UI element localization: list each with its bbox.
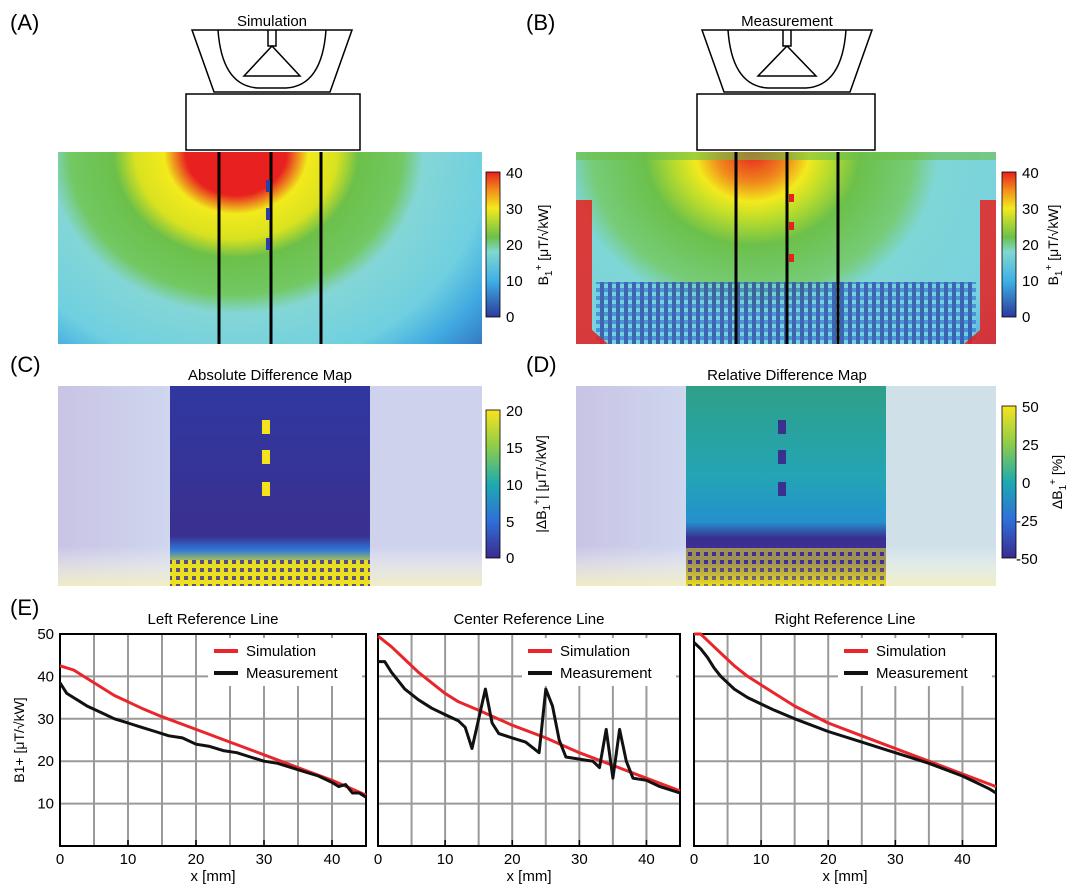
panel-e-letter: (E): [10, 595, 39, 620]
plot-frame: [693, 633, 997, 847]
x-tick-label: 20: [188, 851, 205, 868]
y-tick-label: 50: [37, 626, 54, 643]
legend-box: [208, 638, 362, 686]
panel-d-title: Relative Difference Map: [707, 367, 867, 384]
panel-c-letter: (C): [10, 352, 41, 377]
x-tick-label: 20: [820, 851, 837, 868]
cb-meas-tick: 0: [1022, 309, 1030, 326]
colorbar-abs: 20 15 10 5 0 |ΔB1+| [μT/√kW]: [485, 403, 553, 567]
cb-abs-label: |ΔB1+| [μT/√kW]: [532, 435, 553, 532]
cb-abs-tick: 10: [506, 477, 523, 494]
chart-2: Right Reference Line 0 10 20 30 40 x [mm] Simul…: [690, 611, 997, 885]
legend-label: Measurement: [560, 665, 653, 682]
series-line-measurement: [378, 660, 681, 795]
cb-rel-tick: 0: [1022, 475, 1030, 492]
cb-sim-tick: 10: [506, 273, 523, 290]
cb-rel-tick: -25: [1016, 513, 1038, 530]
legend-box: [522, 638, 676, 686]
chart-title: Right Reference Line: [775, 611, 916, 628]
legend-label: Simulation: [560, 643, 630, 660]
cb-abs-tick: 20: [506, 403, 523, 420]
cb-sim-tick: 20: [506, 237, 523, 254]
colorbar-rel: 50 25 0 -25 -50 ΔB1+ [%]: [1001, 399, 1068, 568]
panel-c-title: Absolute Difference Map: [188, 367, 352, 384]
x-tick-label: 30: [256, 851, 273, 868]
x-tick-label: 30: [571, 851, 588, 868]
x-tick-label: 40: [324, 851, 341, 868]
x-tick-label: 40: [638, 851, 655, 868]
x-axis-label: x [mm]: [191, 868, 236, 885]
x-tick-label: 10: [437, 851, 454, 868]
cb-sim-tick: 30: [506, 201, 523, 218]
y-tick-label: 40: [37, 668, 54, 685]
panel-b-letter: (B): [526, 10, 555, 35]
x-axis-label: x [mm]: [507, 868, 552, 885]
x-tick-label: 10: [753, 851, 770, 868]
cb-abs-tick: 5: [506, 514, 514, 531]
chart-title: Left Reference Line: [148, 611, 279, 628]
series-line-measurement: [692, 641, 997, 795]
cb-rel-tick: 25: [1022, 437, 1039, 454]
cb-meas-tick: 30: [1022, 201, 1039, 218]
antenna-meas: [696, 29, 876, 151]
cb-abs-tick: 0: [506, 550, 514, 567]
rel-diff-map: [576, 386, 996, 586]
series-line-simulation: [59, 664, 367, 797]
y-tick-label: 10: [37, 796, 54, 813]
cb-meas-tick: 20: [1022, 237, 1039, 254]
cb-meas-tick: 40: [1022, 165, 1039, 182]
cb-meas-label: B1+ [μT/√kW]: [1044, 205, 1065, 286]
plot-frame: [377, 633, 681, 847]
legend-label: Measurement: [876, 665, 969, 682]
x-tick-label: 40: [954, 851, 971, 868]
cb-rel-label: ΔB1+ [%]: [1048, 455, 1068, 509]
y-axis-label: B1+ [μT/√kW]: [11, 697, 27, 782]
x-tick-label: 0: [374, 851, 382, 868]
abs-diff-map: [58, 386, 482, 586]
y-tick-label: 30: [37, 711, 54, 728]
legend-box: [838, 638, 992, 686]
cb-rel-tick: 50: [1022, 399, 1039, 416]
colorbar-b1-sim: 40 30 20 10 0 B1+ [μT/√kW]: [485, 165, 555, 326]
x-tick-label: 0: [690, 851, 698, 868]
meas-field-map: [576, 152, 996, 344]
x-tick-label: 30: [887, 851, 904, 868]
series-line-simulation: [694, 632, 997, 789]
cb-meas-tick: 10: [1022, 273, 1039, 290]
cb-sim-label: B1+ [μT/√kW]: [534, 205, 555, 286]
y-tick-label: 20: [37, 753, 54, 770]
panel-b-title: Measurement: [741, 13, 834, 30]
chart-title: Center Reference Line: [454, 611, 605, 628]
legend-label: Simulation: [246, 643, 316, 660]
line-charts: Left Reference Line 0 10 20 30 40 x [mm] 10 20 30…: [11, 611, 997, 885]
panel-d-letter: (D): [526, 352, 557, 377]
cb-abs-tick: 15: [506, 440, 523, 457]
panel-a-title: Simulation: [237, 13, 307, 30]
sim-field-map: [58, 152, 482, 344]
legend-label: Measurement: [246, 665, 339, 682]
panel-a-letter: (A): [10, 10, 39, 35]
x-tick-label: 0: [56, 851, 64, 868]
colorbar-b1-meas: 40 30 20 10 0 B1+ [μT/√kW]: [1001, 165, 1065, 326]
x-tick-label: 10: [120, 851, 137, 868]
chart-1: Center Reference Line 0 10 20 30 40 x [mm] Simu…: [374, 611, 681, 885]
x-tick-label: 20: [504, 851, 521, 868]
x-axis-label: x [mm]: [823, 868, 868, 885]
antenna-sim: [185, 29, 361, 151]
series-line-measurement: [58, 681, 367, 799]
cb-sim-tick: 0: [506, 309, 514, 326]
cb-sim-tick: 40: [506, 165, 523, 182]
plot-frame: [59, 633, 367, 847]
series-line-simulation: [377, 634, 681, 793]
cb-rel-tick: -50: [1016, 551, 1038, 568]
chart-0: Left Reference Line 0 10 20 30 40 x [mm] 10 20 30…: [11, 611, 367, 885]
legend-label: Simulation: [876, 643, 946, 660]
